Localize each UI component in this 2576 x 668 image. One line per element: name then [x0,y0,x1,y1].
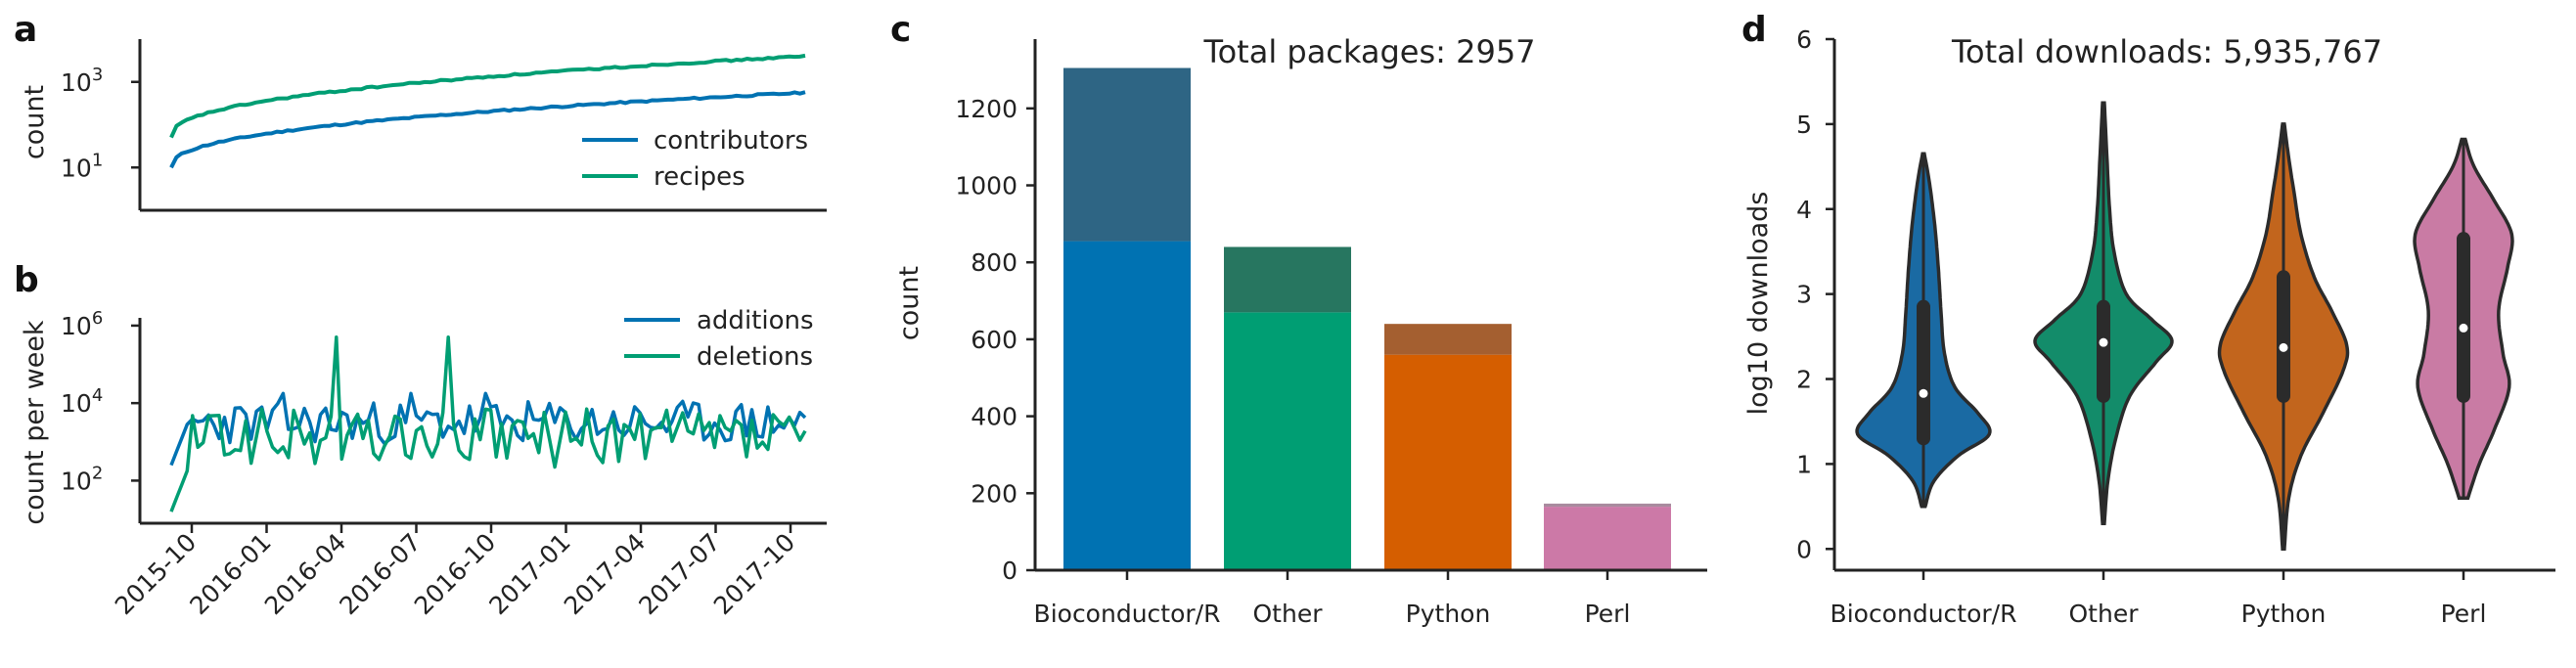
c-ytick-label-4: 800 [971,248,1017,277]
panel-a-lines [169,53,806,169]
panel-c-bars [1063,67,1671,570]
b-xtick-label-3: 2016-07 [334,528,426,620]
legend-label-recipes: recipes [654,162,746,192]
c-bar-base-3 [1544,507,1671,570]
c-ytick-label-0: 0 [1002,557,1017,585]
panel-a-ylabel: count [20,85,50,159]
d-xtick-label-2: Python [2241,600,2327,628]
c-bar-top-0 [1063,67,1191,242]
panel-c-annotation: Total packages: 2957 [1202,33,1535,70]
c-bar-base-1 [1224,312,1351,570]
c-ytick-label-6: 1200 [955,95,1017,123]
c-bar-base-2 [1384,354,1512,570]
c-bar-top-3 [1544,503,1671,508]
panel-c: c count 0 200 400 600 800 1000 1200 Bioconduct… [890,10,1707,628]
d-violin-median-0 [1919,388,1928,398]
b-ytick-label-0: 102 [61,463,103,495]
b-line-additions [169,391,807,467]
d-ytick-label-4: 4 [1796,196,1812,224]
c-bar-top-2 [1384,324,1512,355]
d-ytick-label-0: 0 [1796,535,1812,563]
panel-b-ylabel: count per week [20,320,50,524]
a-line-recipes [169,53,806,139]
panel-c-y-ticks: 0 200 400 600 800 1000 1200 [955,95,1035,585]
panel-a-legend: contributors recipes [582,126,808,192]
legend-label-deletions: deletions [697,342,813,372]
b-xtick-label-1: 2016-01 [184,528,276,620]
legend-label-additions: additions [697,306,814,335]
c-ytick-label-5: 1000 [955,172,1017,200]
c-ytick-label-2: 400 [971,403,1017,431]
b-line-deletions [169,335,807,512]
d-xtick-label-1: Other [2069,600,2140,628]
b-xtick-label-4: 2016-10 [409,528,501,620]
b-xtick-label-5: 2017-01 [483,528,575,620]
panel-d-x-ticks: Bioconductor/R Other Python Perl [1830,570,2487,628]
c-xtick-label-2: Python [1406,600,1491,628]
panel-b-y-ticks: 102 104 106 [61,308,140,495]
d-violin-median-2 [2279,342,2288,352]
b-xtick-label-8: 2017-10 [708,528,800,620]
d-violin-median-1 [2099,337,2108,347]
d-xtick-label-3: Perl [2441,600,2487,628]
a-ytick-label-1: 103 [61,65,103,97]
a-line-contributors [169,90,806,169]
c-xtick-label-1: Other [1253,600,1324,628]
d-ytick-label-5: 5 [1796,111,1812,139]
b-ytick-label-2: 106 [61,308,103,340]
panel-c-ylabel: count [894,266,925,340]
panel-a-letter: a [14,10,37,50]
d-ytick-label-6: 6 [1796,25,1812,54]
d-ytick-label-3: 3 [1796,281,1812,309]
c-xtick-label-0: Bioconductor/R [1034,600,1221,628]
panel-a-y-ticks: 101 103 [61,65,140,182]
b-ytick-label-1: 104 [61,385,103,418]
panel-b-legend: additions deletions [624,306,814,372]
panel-d-annotation: Total downloads: 5,935,767 [1951,33,2382,70]
c-xtick-label-3: Perl [1585,600,1631,628]
c-bar-top-1 [1224,246,1351,313]
panel-b-lines [169,335,807,512]
panel-c-x-ticks: Bioconductor/R Other Python Perl [1034,570,1631,628]
panel-d-y-ticks: 0 1 2 3 4 5 6 [1796,25,1834,563]
panel-d: d log10 downloads 0 1 2 3 4 5 6 Bioconductor/R… [1741,10,2555,628]
c-ytick-label-3: 600 [971,326,1017,354]
panel-d-violins [1855,101,2514,552]
c-bar-base-0 [1063,241,1191,570]
b-xtick-label-7: 2017-07 [633,528,725,620]
d-violin-median-3 [2459,323,2468,333]
panel-d-ylabel: log10 downloads [1743,192,1774,416]
panel-d-letter: d [1741,10,1767,50]
legend-label-contributors: contributors [654,126,808,156]
panel-b-letter: b [14,260,39,300]
b-xtick-label-0: 2015-10 [110,528,202,620]
d-xtick-label-0: Bioconductor/R [1830,600,2017,628]
c-ytick-label-1: 200 [971,479,1017,508]
d-ytick-label-2: 2 [1796,366,1812,394]
b-xtick-label-2: 2016-04 [259,528,351,620]
d-ytick-label-1: 1 [1796,450,1812,478]
b-xtick-label-6: 2017-04 [559,528,651,620]
panel-c-letter: c [890,10,911,50]
a-ytick-label-0: 101 [61,150,103,182]
panel-a: a count 101 103 contributors recipes [14,10,827,212]
panel-b-x-ticks: 2015-102016-012016-042016-072016-102017-… [110,523,800,620]
